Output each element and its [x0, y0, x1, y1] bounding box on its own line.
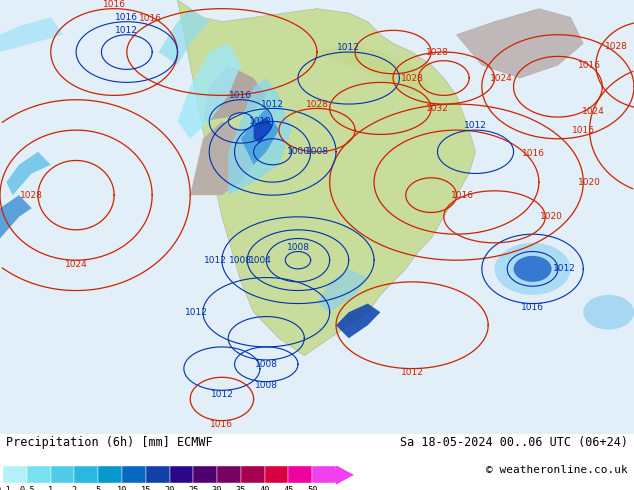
Polygon shape: [456, 9, 583, 78]
Text: 30: 30: [212, 486, 223, 490]
Text: 1012: 1012: [210, 390, 233, 399]
Text: 1012: 1012: [261, 99, 284, 109]
Polygon shape: [254, 117, 273, 143]
Text: 1012: 1012: [464, 121, 487, 130]
Text: 1024: 1024: [65, 260, 87, 269]
Circle shape: [583, 295, 634, 330]
Text: 1016: 1016: [572, 125, 595, 135]
Text: 45: 45: [283, 486, 294, 490]
Text: 20: 20: [164, 486, 175, 490]
Text: 1032: 1032: [426, 104, 449, 113]
Text: 2: 2: [72, 486, 77, 490]
Text: 0.5: 0.5: [19, 486, 35, 490]
Text: 1028: 1028: [401, 74, 424, 82]
Text: 1016: 1016: [578, 61, 601, 70]
Bar: [51, 466, 74, 484]
Bar: [122, 466, 146, 484]
Polygon shape: [228, 78, 292, 195]
Text: Sa 18-05-2024 00..06 UTC (06+24): Sa 18-05-2024 00..06 UTC (06+24): [399, 437, 628, 449]
Bar: [241, 466, 264, 484]
Polygon shape: [178, 0, 476, 356]
Text: 1016: 1016: [522, 149, 545, 158]
Text: 1004: 1004: [249, 256, 271, 265]
Polygon shape: [190, 122, 254, 195]
Text: 1016: 1016: [521, 303, 544, 313]
Polygon shape: [317, 269, 368, 312]
Text: 1016: 1016: [103, 0, 126, 9]
Text: 1016: 1016: [451, 191, 474, 199]
Bar: [217, 466, 241, 484]
Text: 1028: 1028: [605, 42, 628, 51]
Bar: [169, 466, 193, 484]
Text: 1016: 1016: [230, 91, 252, 100]
Polygon shape: [203, 65, 266, 122]
Text: 1: 1: [48, 486, 53, 490]
Text: 1012: 1012: [115, 26, 138, 35]
Text: 50: 50: [307, 486, 318, 490]
Text: 10: 10: [117, 486, 127, 490]
Text: 1008: 1008: [255, 360, 278, 369]
Bar: [193, 466, 217, 484]
Bar: [264, 466, 288, 484]
Text: 1016: 1016: [139, 14, 162, 23]
Text: 1016: 1016: [115, 13, 138, 22]
Text: 1028: 1028: [426, 48, 449, 56]
Polygon shape: [336, 466, 354, 485]
Text: 1012: 1012: [204, 256, 227, 265]
Circle shape: [495, 243, 571, 295]
Text: 1008: 1008: [230, 256, 252, 265]
Text: 1028: 1028: [20, 191, 43, 199]
Text: 1008: 1008: [287, 243, 309, 252]
Text: 1012: 1012: [401, 368, 424, 377]
Polygon shape: [158, 9, 209, 65]
Text: 1020: 1020: [540, 212, 563, 221]
Text: 1016: 1016: [210, 420, 233, 429]
Text: 15: 15: [141, 486, 151, 490]
Text: 1012: 1012: [337, 43, 360, 52]
Polygon shape: [317, 44, 431, 96]
Circle shape: [488, 239, 577, 299]
Polygon shape: [0, 17, 63, 52]
Bar: [74, 466, 98, 484]
Text: 0.1: 0.1: [0, 486, 11, 490]
Text: 1024: 1024: [489, 74, 512, 82]
Text: 1012: 1012: [553, 265, 576, 273]
Text: 35: 35: [236, 486, 246, 490]
Text: 1024: 1024: [583, 107, 605, 116]
Text: 1008: 1008: [255, 381, 278, 391]
Bar: [98, 466, 122, 484]
Bar: [27, 466, 51, 484]
Text: 5: 5: [96, 486, 101, 490]
Text: 1012: 1012: [185, 308, 208, 317]
Text: 1020: 1020: [578, 178, 601, 187]
Text: 1028: 1028: [306, 99, 328, 109]
Text: 1008: 1008: [306, 147, 328, 156]
Circle shape: [514, 256, 552, 282]
Bar: [3, 466, 27, 484]
Polygon shape: [241, 108, 279, 165]
Text: © weatheronline.co.uk: © weatheronline.co.uk: [486, 465, 628, 475]
Text: Precipitation (6h) [mm] ECMWF: Precipitation (6h) [mm] ECMWF: [6, 437, 213, 449]
Text: 40: 40: [259, 486, 270, 490]
Bar: [146, 466, 169, 484]
Text: 1000: 1000: [287, 147, 309, 156]
Text: 25: 25: [188, 486, 198, 490]
Polygon shape: [336, 304, 380, 338]
Polygon shape: [0, 195, 32, 239]
Bar: [312, 466, 336, 484]
Bar: [288, 466, 312, 484]
Polygon shape: [178, 44, 241, 139]
Polygon shape: [6, 152, 51, 195]
Text: 1012: 1012: [249, 117, 271, 126]
